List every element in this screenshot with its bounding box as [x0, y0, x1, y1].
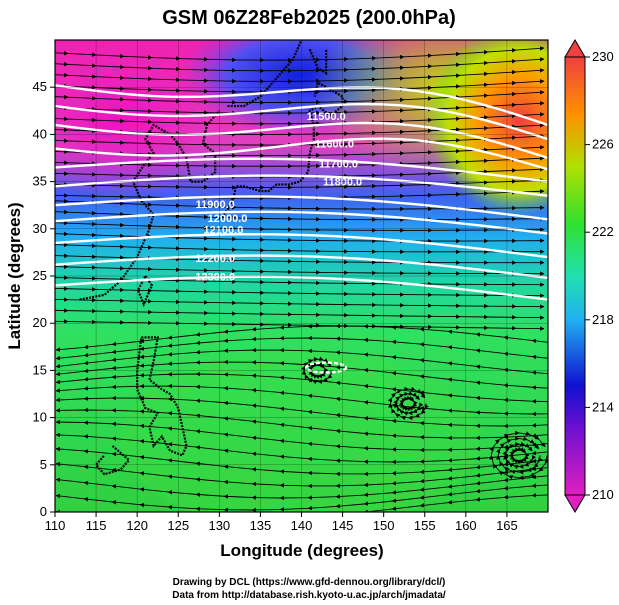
x-tick-label: 165	[496, 518, 518, 533]
streamline	[55, 220, 545, 233]
streamline	[55, 242, 545, 255]
streamline	[55, 286, 545, 298]
streamline	[55, 493, 548, 512]
lat-lon-grid	[55, 40, 548, 512]
contour-label: 12100.0	[204, 225, 244, 237]
contour-label: 11700.0	[319, 158, 358, 170]
streamline	[387, 386, 429, 421]
x-axis-label: Longitude (degrees)	[220, 541, 383, 560]
x-axis-ticks: 110 115 120 125 130 135 140 145 150 155 160 165	[45, 512, 518, 533]
y-tick-label: 45	[33, 79, 47, 94]
colorbar-tick-label: 218	[592, 312, 614, 327]
x-tick-label: 145	[332, 518, 354, 533]
x-tick-label: 150	[373, 518, 395, 533]
chart-title: GSM 06Z28Feb2025 (200.0hPa)	[162, 7, 455, 29]
contour-label: 12300.0	[195, 272, 235, 284]
y-tick-label: 25	[33, 268, 47, 283]
y-tick-label: 5	[40, 457, 47, 472]
colorbar-tick-label: 210	[592, 487, 614, 502]
contour-label: 12000.0	[208, 213, 248, 225]
credit-data: Data from http://database.rish.kyoto-u.a…	[172, 590, 446, 601]
colorbar-tick-label: 230	[592, 49, 614, 64]
y-axis-label: Latitude (degrees)	[5, 202, 24, 349]
contour-label: 11600.0	[315, 139, 354, 151]
x-tick-label: 115	[86, 518, 107, 533]
contour-label: 11900.0	[196, 199, 235, 211]
y-tick-label: 20	[33, 315, 47, 330]
streamline	[55, 156, 545, 169]
streamline	[55, 178, 545, 190]
credit-dcl: Drawing by DCL (https://www.gfd-dennou.o…	[173, 577, 446, 588]
x-tick-label: 130	[208, 518, 230, 533]
x-tick-label: 160	[455, 518, 477, 533]
height-contour-closed	[304, 361, 348, 374]
temperature-field: 11500.011600.011700.011800.011900.012000…	[55, 40, 548, 512]
y-tick-label: 35	[33, 174, 47, 189]
streamline	[55, 308, 545, 320]
streamline	[55, 297, 545, 309]
contour-label: 12200.0	[195, 253, 235, 265]
colorbar-tick-label: 222	[592, 224, 614, 239]
x-tick-label: 155	[414, 518, 436, 533]
x-tick-label: 140	[291, 518, 313, 533]
x-tick-label: 110	[45, 518, 66, 533]
colorbar-tick-label: 214	[592, 399, 614, 414]
y-tick-label: 30	[33, 221, 47, 236]
streamline	[55, 264, 545, 276]
colorbar-tick-label: 226	[592, 137, 614, 152]
y-axis-ticks: 0 5 10 15 20 25 30 35 40 45	[33, 79, 55, 519]
y-tick-label: 10	[33, 410, 47, 425]
y-tick-label: 15	[33, 362, 47, 377]
streamline	[488, 430, 548, 481]
x-tick-label: 120	[126, 518, 148, 533]
contour-labels: 11500.011600.011700.011800.011900.012000…	[195, 111, 362, 283]
colorbar: 210 214 218 222 226 230	[564, 39, 614, 513]
contour-label: 11500.0	[307, 111, 346, 123]
streamline	[55, 253, 545, 265]
x-tick-label: 125	[167, 518, 189, 533]
streamline	[55, 231, 545, 244]
y-tick-label: 40	[33, 126, 47, 141]
streamline	[55, 209, 545, 222]
y-tick-label: 0	[40, 504, 47, 519]
streamline	[301, 356, 335, 385]
x-tick-label: 135	[250, 518, 272, 533]
streamline	[55, 275, 545, 287]
